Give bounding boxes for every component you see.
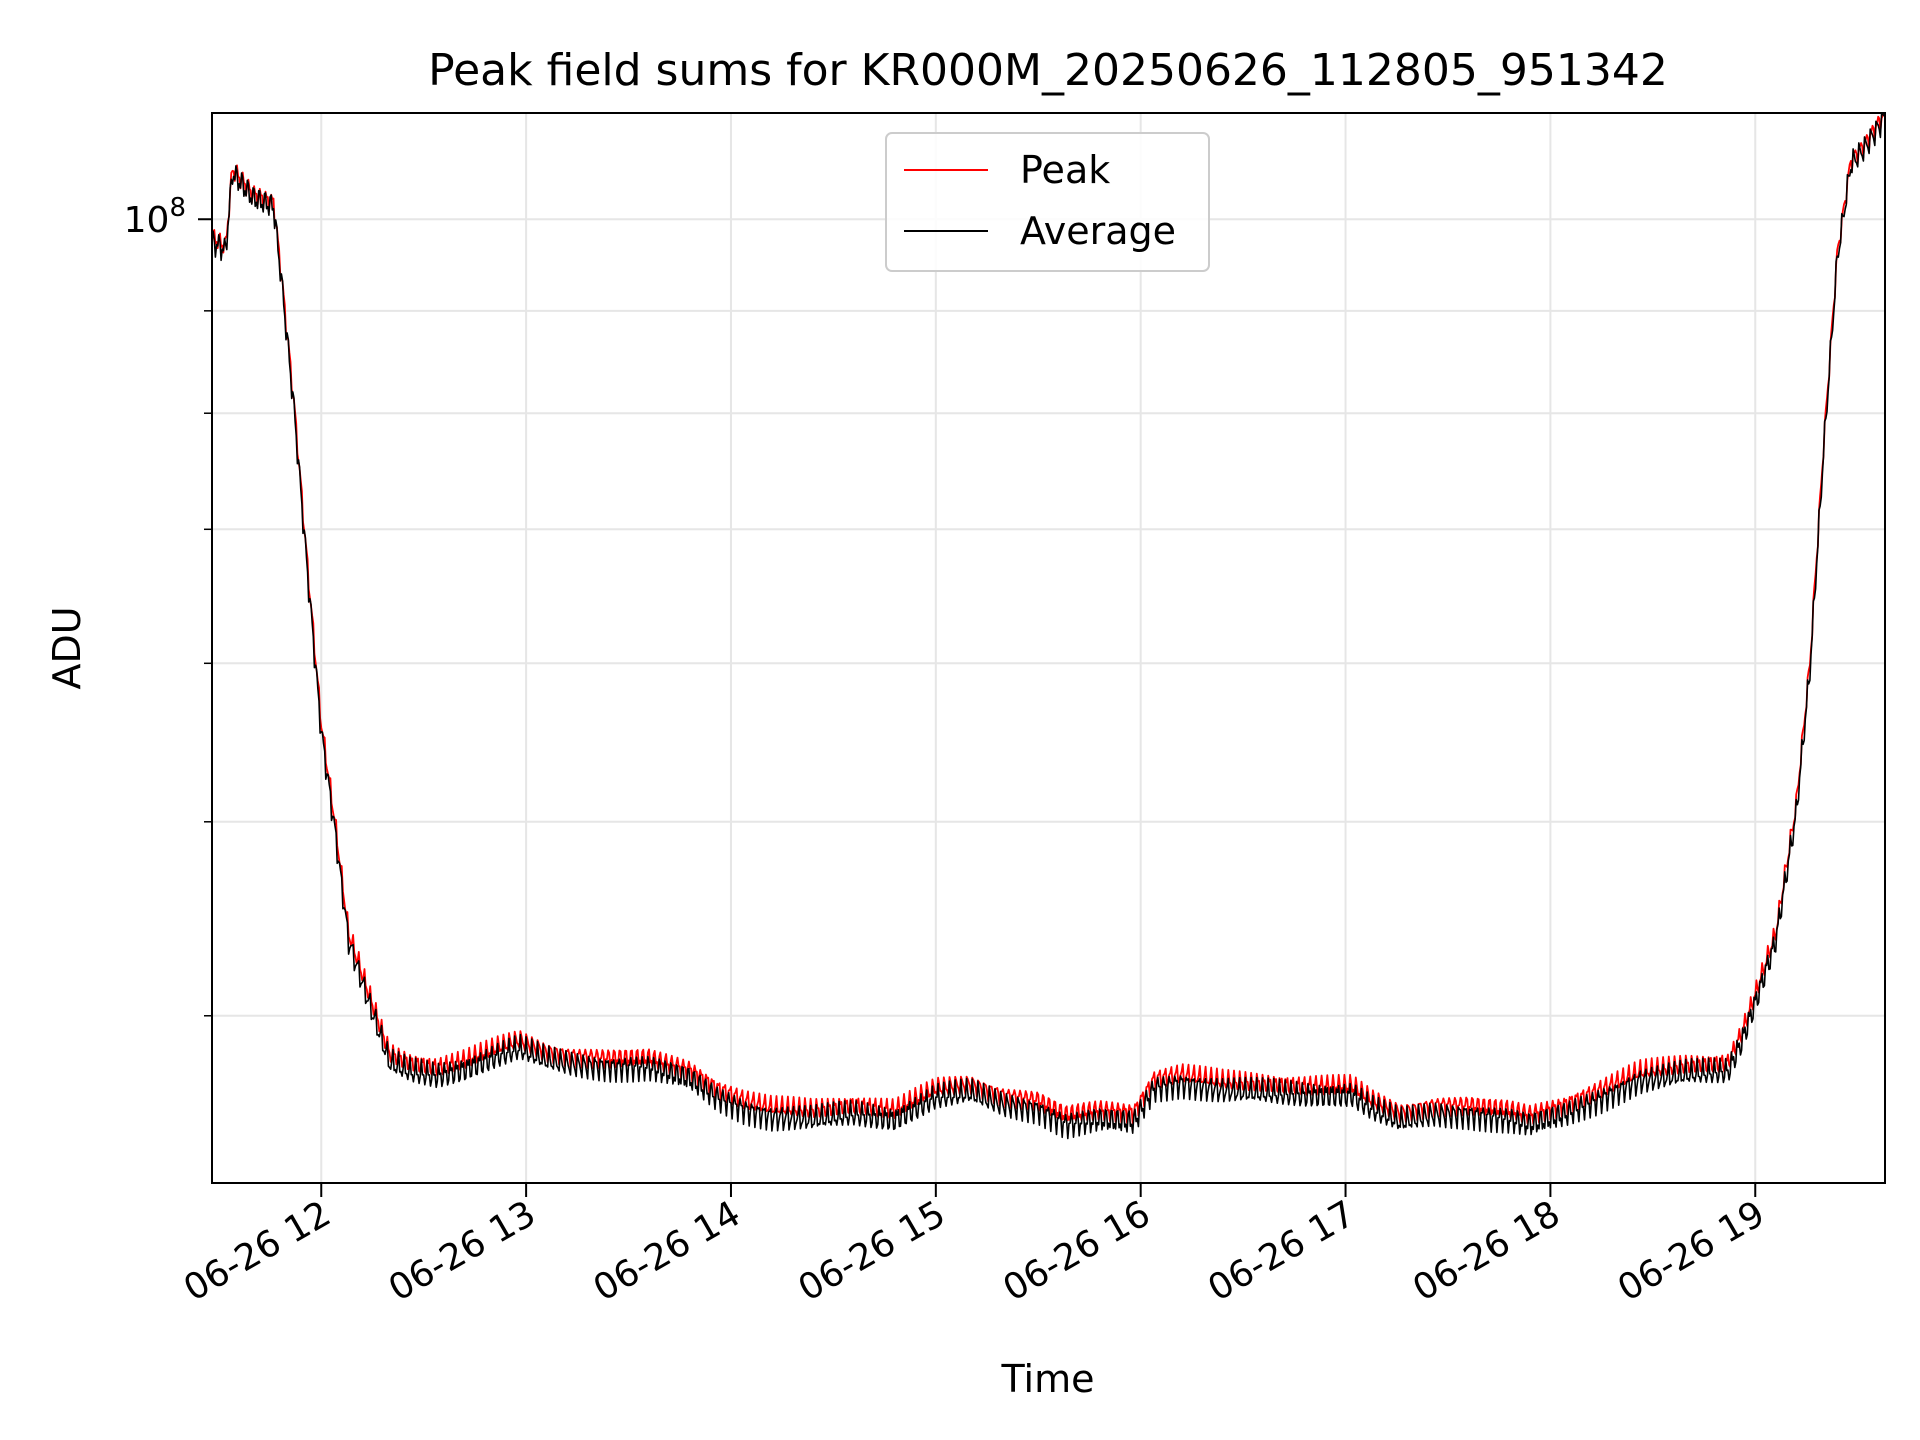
y-axis-label: ADU: [45, 606, 89, 689]
legend-label-average: Average: [1020, 209, 1176, 253]
y-axis-ticks: 108: [124, 193, 212, 1017]
legend: Peak Average: [885, 132, 1210, 272]
gridlines: [212, 113, 1885, 1183]
y-tick-label: 108: [124, 193, 186, 241]
chart-title: Peak field sums for KR000M_20250626_1128…: [428, 45, 1668, 96]
legend-box: [885, 132, 1210, 272]
x-axis-label: Time: [1001, 1357, 1095, 1401]
legend-label-peak: Peak: [1020, 148, 1110, 192]
plot-frame: [211, 112, 1886, 1184]
series-layer: [211, 112, 1886, 1140]
series-line-average: [211, 112, 1886, 1140]
